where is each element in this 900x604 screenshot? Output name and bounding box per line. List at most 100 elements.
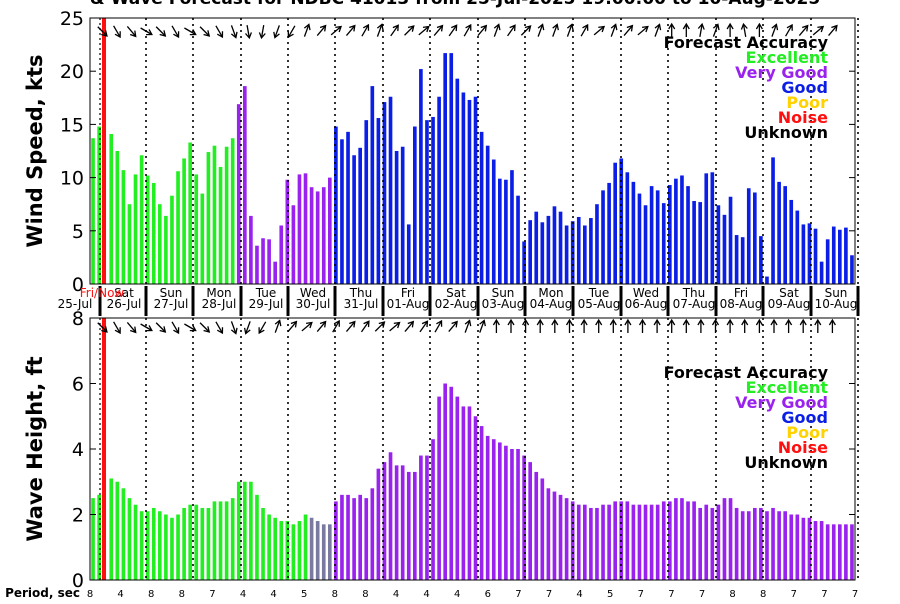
direction-arrow	[448, 320, 458, 333]
wind-bar	[680, 175, 684, 284]
wind-bar	[394, 151, 399, 284]
legend-item: Very Good	[735, 393, 828, 412]
wave-bar	[243, 481, 247, 580]
wind-bar	[807, 223, 812, 284]
legend-item: Noise	[778, 108, 828, 127]
direction-arrow	[303, 23, 311, 37]
arrow-head	[243, 327, 251, 335]
wave-bar	[431, 439, 435, 580]
wind-bar	[382, 102, 387, 284]
day-date: 02-Aug	[435, 297, 478, 311]
arrow-shaft	[785, 25, 793, 37]
arrow-head	[333, 319, 340, 327]
wave-bar	[504, 445, 508, 580]
arrow-shaft	[464, 321, 470, 333]
day-date: 31-Jul	[344, 297, 379, 311]
arrow-shaft	[637, 26, 648, 36]
day-date: 08-Aug	[720, 297, 763, 311]
arrow-head	[626, 24, 634, 32]
wind-bar	[133, 174, 138, 284]
arrow-shaft	[433, 25, 443, 37]
direction-arrow	[492, 318, 500, 333]
wind-bar	[740, 237, 745, 284]
y-axis-label: Wind Speed, kts	[23, 54, 47, 247]
wind-bar	[437, 96, 441, 285]
direction-arrow	[798, 24, 809, 37]
day-date: 07-Aug	[673, 297, 716, 311]
wave-bar	[461, 406, 466, 580]
wind-bar	[558, 211, 563, 284]
arrow-head	[129, 326, 137, 334]
direction-arrow	[624, 318, 632, 333]
wind-bar	[765, 276, 769, 284]
wind-bar	[309, 187, 314, 284]
wave-bar	[212, 501, 217, 580]
y-tick-label: 25	[60, 8, 84, 30]
arrow-head	[697, 22, 705, 30]
wave-bar	[637, 504, 642, 580]
arrow-head	[786, 23, 793, 31]
arrow-shaft	[798, 25, 808, 37]
wind-bar	[218, 166, 223, 284]
day-name: Wed	[300, 286, 326, 300]
day-name: Sat	[114, 286, 134, 300]
y-axis-label: Wave Height, ft	[23, 356, 47, 541]
period-value: 7	[699, 589, 705, 600]
day-name: Mon	[206, 286, 231, 300]
wind-bar	[649, 186, 654, 284]
wind-bar	[273, 261, 277, 284]
y-tick-label: 2	[72, 505, 84, 527]
arrow-shaft	[418, 26, 429, 36]
wave-bar	[358, 494, 362, 580]
arrow-head	[642, 25, 649, 33]
direction-arrow	[552, 23, 559, 37]
wind-bar	[601, 190, 605, 284]
arrow-head	[624, 318, 632, 326]
arrow-head	[741, 318, 749, 326]
wave-bar	[746, 511, 751, 580]
day-name: Sun	[825, 286, 848, 300]
wave-bar	[661, 501, 666, 580]
wave-bar	[607, 504, 611, 580]
wind-bar	[164, 215, 168, 284]
direction-arrow	[682, 22, 690, 37]
arrow-head	[101, 326, 108, 333]
day-date: 01-Aug	[387, 297, 430, 311]
direction-arrow	[97, 26, 108, 37]
period-value: 7	[638, 589, 644, 600]
arrow-head	[509, 24, 516, 32]
wave-bar	[91, 498, 95, 581]
wind-bar	[589, 218, 593, 284]
arrow-head	[653, 318, 661, 326]
wave-bar	[674, 498, 678, 581]
arrow-shaft	[580, 25, 588, 37]
wave-bar	[315, 521, 320, 580]
period-value: 4	[454, 589, 460, 600]
y-tick-label: 8	[72, 308, 84, 330]
wave-bar	[655, 504, 660, 580]
period-value: 8	[87, 589, 93, 600]
wave-bar	[230, 498, 235, 581]
wave-bar	[170, 517, 174, 580]
arrow-head	[464, 319, 472, 327]
wind-bar	[321, 187, 326, 284]
wind-bar	[151, 182, 156, 284]
arrow-shaft	[448, 321, 457, 333]
day-date: 27-Jul	[154, 297, 189, 311]
arrow-shaft	[171, 321, 179, 333]
wave-bar	[564, 498, 569, 581]
chart-title: & Wave Forecast for NDBC 41013 from 25-J…	[90, 0, 820, 9]
wave-bar	[625, 501, 630, 580]
wind-bar	[91, 138, 95, 284]
day-name: Sun	[492, 286, 515, 300]
wave-bar	[631, 504, 636, 580]
direction-arrow	[360, 320, 370, 333]
direction-arrow	[448, 24, 458, 37]
arrow-head	[159, 326, 167, 333]
wave-bar	[194, 504, 199, 580]
wave-bar	[297, 521, 302, 580]
day-date: 28-Jul	[202, 297, 237, 311]
arrow-head	[552, 23, 559, 31]
arrow-head	[799, 318, 807, 326]
wave-bar	[844, 524, 848, 580]
